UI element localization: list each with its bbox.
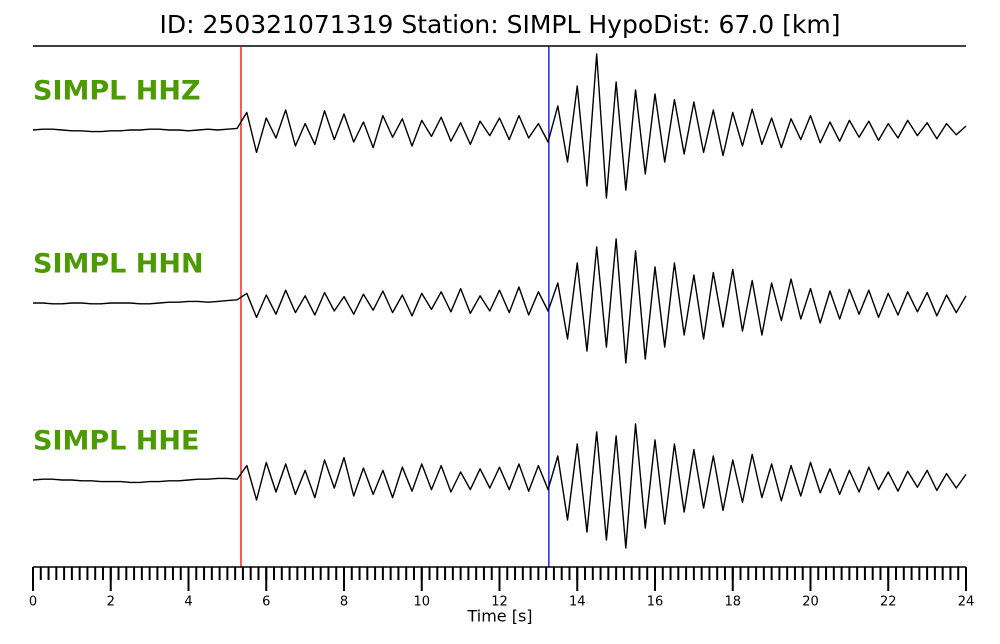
x-tick-label: 2 [107,595,115,610]
x-tick-label: 18 [724,595,741,610]
trace-label: SIMPL HHE [33,426,199,457]
trace-label: SIMPL HHN [33,249,204,280]
waveform [33,238,967,364]
x-tick-label: 24 [958,595,975,610]
chart-title: ID: 250321071319 Station: SIMPL HypoDist… [160,10,841,39]
x-tick-label: 0 [29,595,37,610]
x-axis-label: Time [s] [466,607,532,626]
trace-label: SIMPL HHZ [33,76,201,107]
waveform [32,53,967,199]
x-tick-label: 6 [262,595,270,610]
x-tick-label: 8 [340,595,348,610]
x-tick-label: 10 [413,595,430,610]
x-tick-label: 14 [569,595,586,610]
x-tick-label: 20 [802,595,819,610]
x-tick-label: 16 [647,595,664,610]
x-tick-label: 4 [184,595,192,610]
waveform [32,423,967,549]
x-tick-label: 22 [880,595,897,610]
x-tick-label: 12 [491,595,508,610]
